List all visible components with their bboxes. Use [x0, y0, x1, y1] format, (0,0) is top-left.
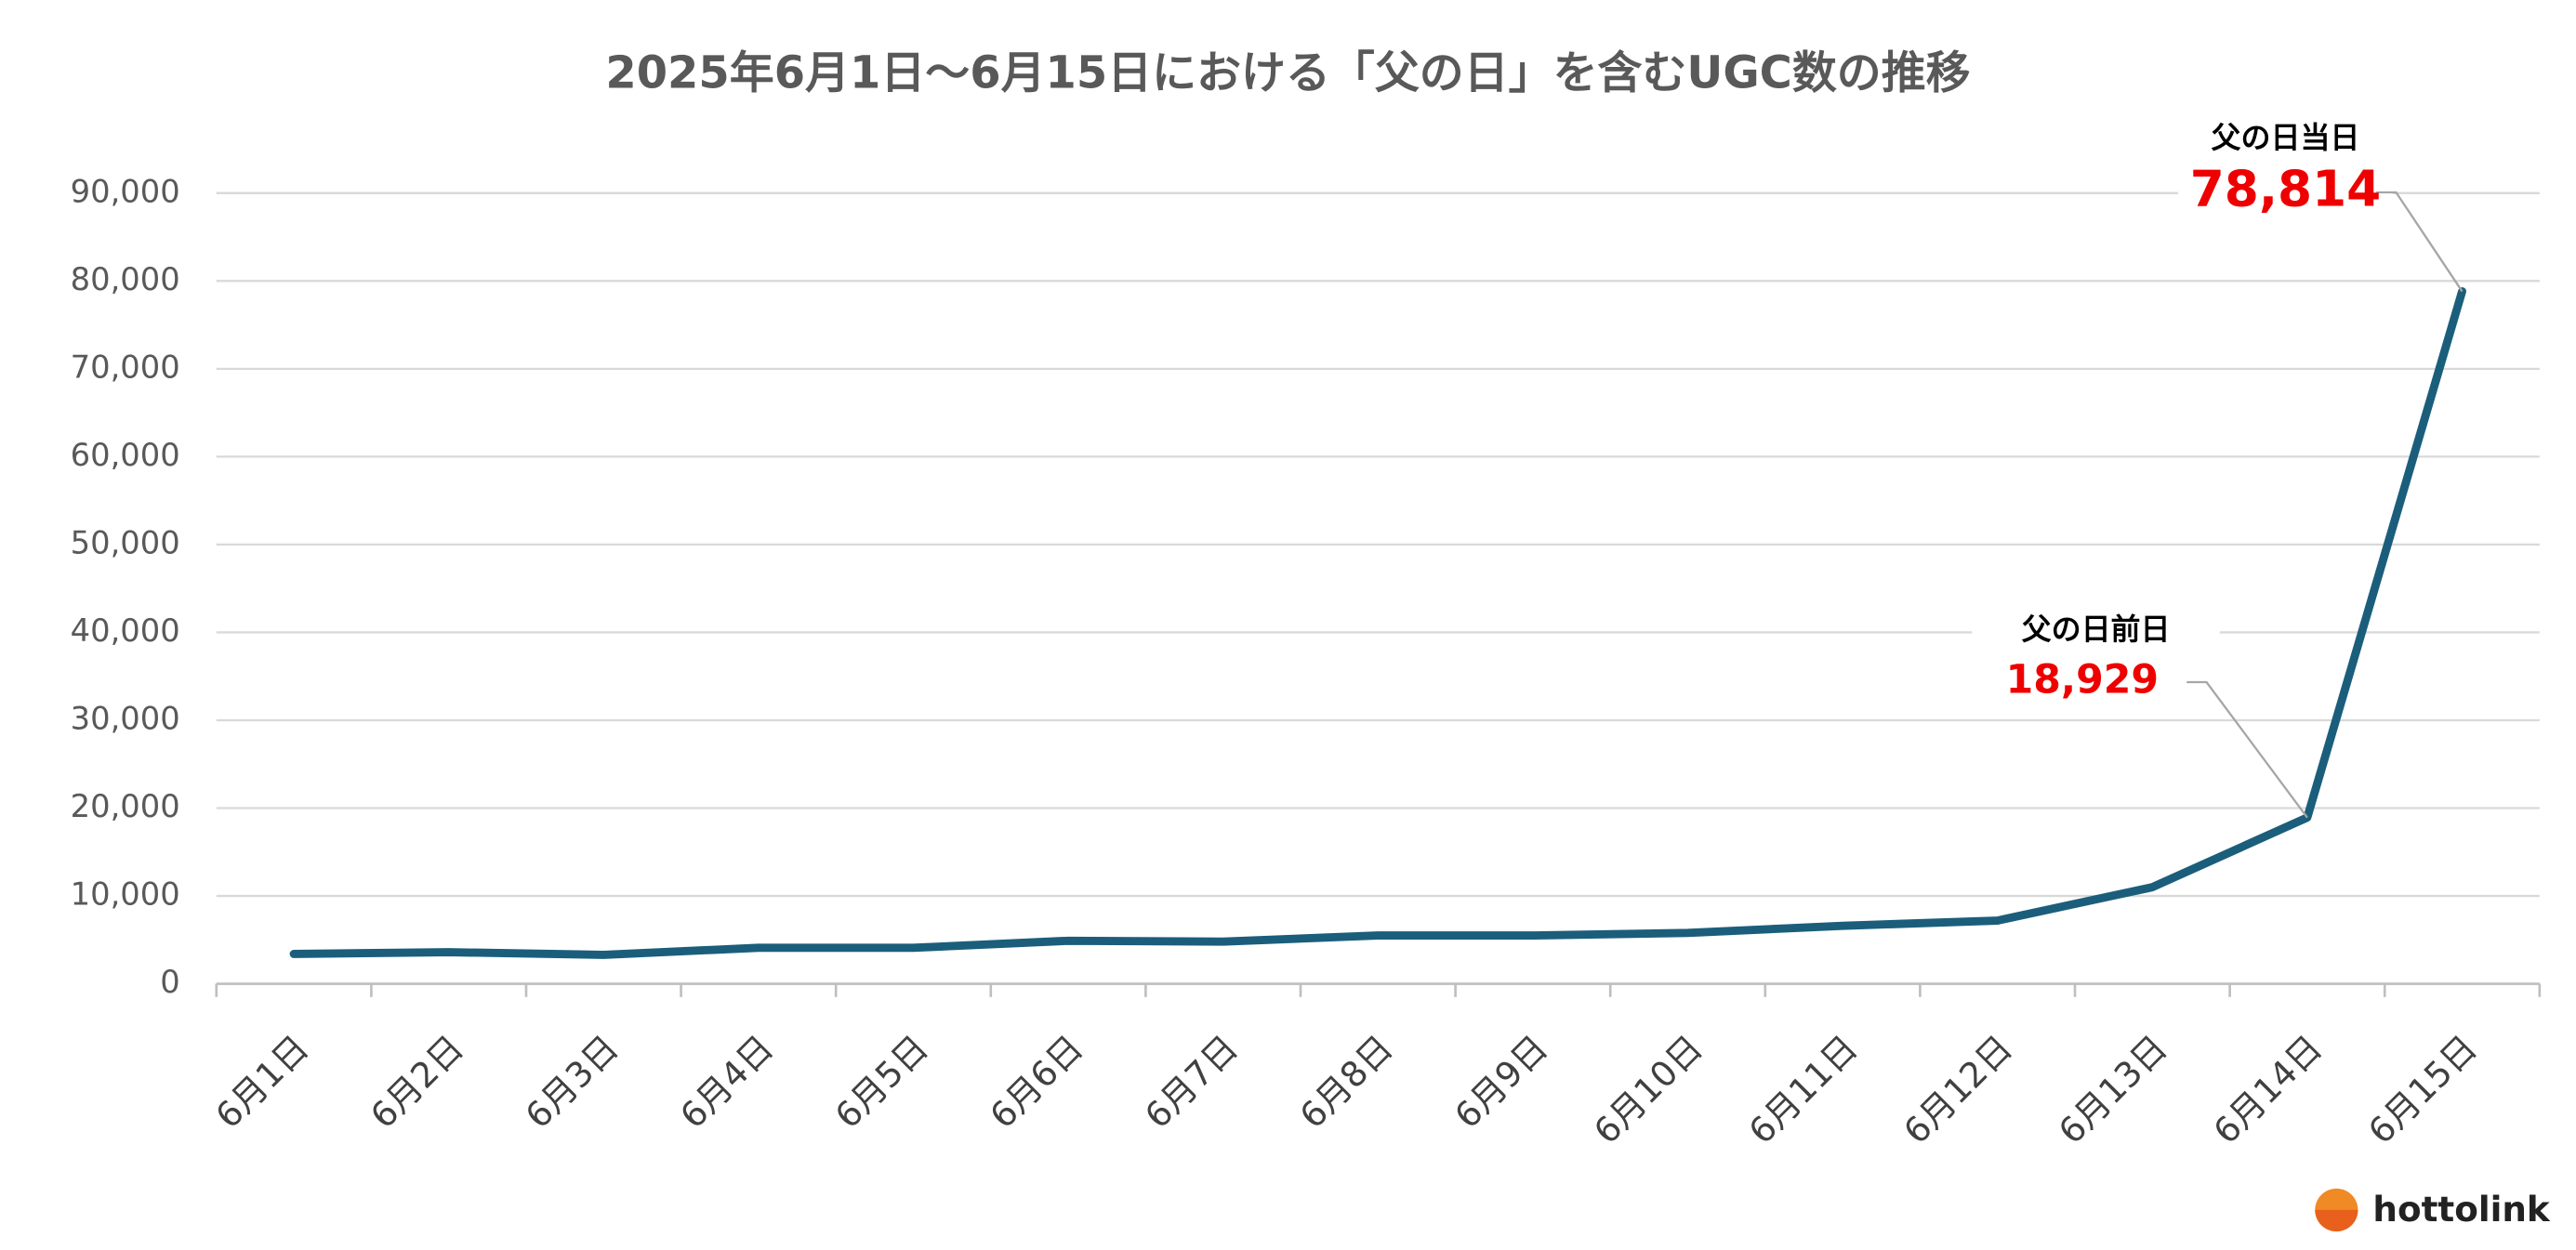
y-tick-label: 40,000 — [71, 612, 180, 649]
annotation: 父の日当日 — [2212, 120, 2360, 155]
y-tick-label: 50,000 — [71, 524, 180, 560]
value-label: 78,814 — [2190, 161, 2382, 218]
leader-line — [2376, 191, 2464, 293]
y-tick-label: 90,000 — [71, 173, 180, 209]
annotation: 父の日前日 — [2022, 612, 2171, 647]
y-tick-label: 60,000 — [71, 437, 180, 473]
chart-title: 2025年6月1日～6月15日における「父の日」を含むUGC数の推移 — [605, 47, 1970, 99]
label-background — [2178, 116, 2393, 226]
logo-icon-shade — [2315, 1209, 2358, 1232]
logo: hottolink — [2372, 1189, 2551, 1230]
y-tick-label: 30,000 — [71, 700, 180, 736]
label-background — [1972, 608, 2220, 716]
data-line — [289, 287, 2466, 959]
y-tick-label: 10,000 — [71, 876, 180, 913]
y-tick-label: 0 — [160, 964, 179, 1000]
y-tick-label: 20,000 — [71, 788, 180, 824]
y-tick-label: 80,000 — [71, 261, 180, 297]
y-tick-label: 70,000 — [71, 349, 180, 385]
leader-line — [2186, 680, 2308, 819]
value-label: 18,929 — [2006, 657, 2159, 704]
